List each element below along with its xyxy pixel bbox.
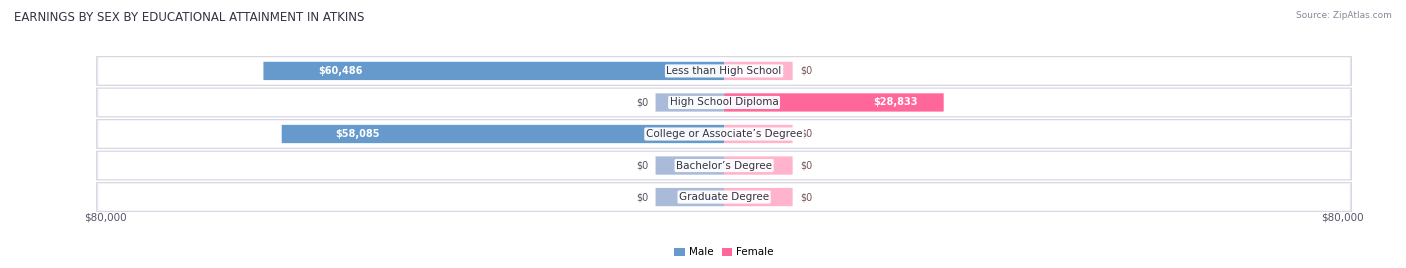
FancyBboxPatch shape	[724, 157, 793, 175]
Text: Graduate Degree: Graduate Degree	[679, 192, 769, 202]
Text: $80,000: $80,000	[84, 213, 127, 222]
Text: $28,833: $28,833	[873, 98, 917, 107]
FancyBboxPatch shape	[655, 93, 724, 111]
FancyBboxPatch shape	[655, 188, 724, 206]
FancyBboxPatch shape	[724, 188, 793, 206]
FancyBboxPatch shape	[97, 151, 1351, 180]
FancyBboxPatch shape	[98, 120, 1350, 148]
Text: $60,486: $60,486	[319, 66, 363, 76]
FancyBboxPatch shape	[724, 62, 793, 80]
Text: $0: $0	[636, 161, 648, 170]
FancyBboxPatch shape	[97, 120, 1351, 148]
Text: $80,000: $80,000	[1322, 213, 1364, 222]
FancyBboxPatch shape	[97, 88, 1351, 117]
Text: $0: $0	[636, 98, 648, 107]
FancyBboxPatch shape	[98, 152, 1350, 179]
Text: $0: $0	[800, 161, 813, 170]
FancyBboxPatch shape	[724, 93, 943, 111]
FancyBboxPatch shape	[97, 57, 1351, 85]
FancyBboxPatch shape	[263, 62, 724, 80]
FancyBboxPatch shape	[281, 125, 724, 143]
Text: Bachelor’s Degree: Bachelor’s Degree	[676, 161, 772, 170]
Text: $0: $0	[800, 192, 813, 202]
FancyBboxPatch shape	[655, 157, 724, 175]
Text: Source: ZipAtlas.com: Source: ZipAtlas.com	[1296, 11, 1392, 20]
Text: $58,085: $58,085	[335, 129, 380, 139]
FancyBboxPatch shape	[97, 183, 1351, 211]
FancyBboxPatch shape	[98, 57, 1350, 84]
FancyBboxPatch shape	[724, 125, 793, 143]
Legend: Male, Female: Male, Female	[675, 247, 773, 258]
Text: $0: $0	[800, 66, 813, 76]
Text: Less than High School: Less than High School	[666, 66, 782, 76]
FancyBboxPatch shape	[98, 89, 1350, 116]
Text: $0: $0	[636, 192, 648, 202]
Text: $0: $0	[800, 129, 813, 139]
Text: College or Associate’s Degree: College or Associate’s Degree	[645, 129, 803, 139]
Text: High School Diploma: High School Diploma	[669, 98, 779, 107]
FancyBboxPatch shape	[98, 184, 1350, 211]
Text: EARNINGS BY SEX BY EDUCATIONAL ATTAINMENT IN ATKINS: EARNINGS BY SEX BY EDUCATIONAL ATTAINMEN…	[14, 11, 364, 24]
